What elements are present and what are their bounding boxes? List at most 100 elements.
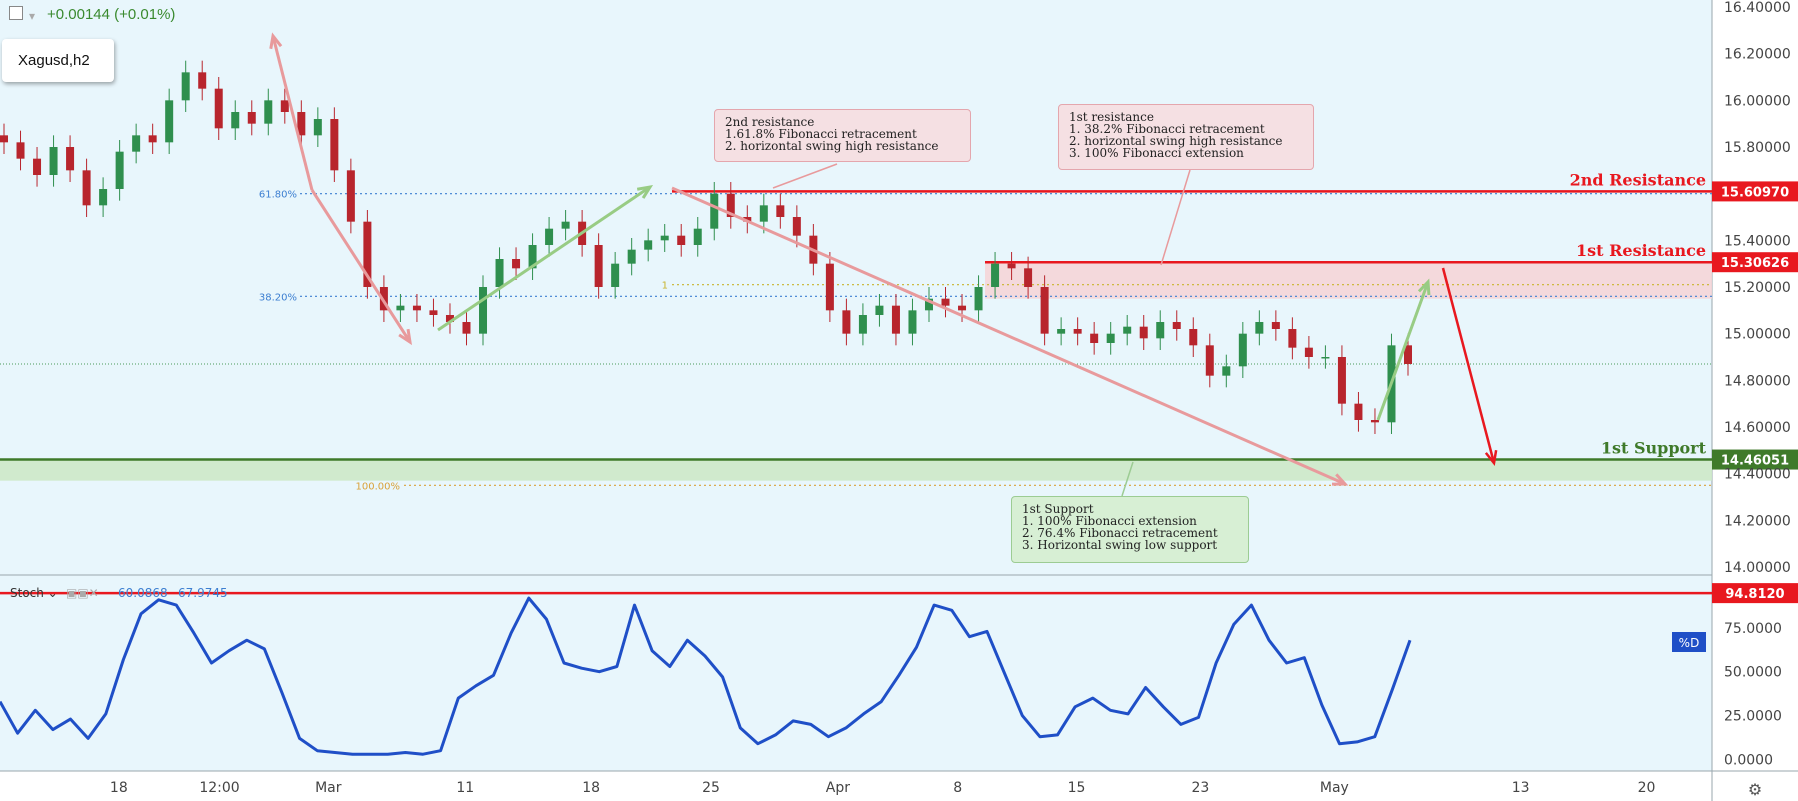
stoch-legend-badge [1672, 632, 1706, 652]
candle [1271, 322, 1280, 329]
candle [1172, 322, 1181, 329]
price-tick-label: 14.00000 [1724, 560, 1791, 576]
level-price-tag-text: 15.30626 [1721, 256, 1789, 271]
stoch-settings-icon: ▣▣✕ [66, 586, 99, 600]
candle [66, 147, 75, 171]
candle [313, 119, 322, 136]
time-tick-label: 23 [1192, 780, 1210, 796]
price-change-text: +0.00144 (+0.01%) [47, 6, 176, 23]
candle [495, 259, 504, 287]
price-tick-label: 15.80000 [1724, 140, 1791, 156]
candle [1238, 333, 1247, 367]
time-tick-label: 13 [1512, 780, 1530, 796]
candle [99, 189, 108, 206]
candle [181, 72, 190, 101]
stoch-level-tag [1712, 583, 1798, 604]
stoch-title: Stoch ⌄ [10, 586, 58, 600]
symbol-label-box[interactable]: Xagusd,h2 [2, 39, 114, 82]
candle [247, 112, 256, 124]
candle [644, 240, 653, 250]
note-1st-support: 1st Support 1. 100% Fibonacci extension … [1011, 496, 1249, 563]
candle [1404, 345, 1412, 364]
resistance-zone [985, 261, 1712, 299]
price-tick-label: 14.40000 [1724, 467, 1791, 483]
note-pointer-1st [1160, 169, 1191, 266]
price-tick-label: 16.40000 [1724, 0, 1791, 16]
level-price-tag [1712, 449, 1798, 470]
candle [379, 287, 388, 311]
candle [330, 119, 339, 171]
candle [858, 315, 867, 334]
candle [148, 135, 157, 143]
candle [1090, 333, 1099, 343]
candle [280, 100, 289, 112]
candle [1222, 366, 1231, 376]
stoch-readout-1: 60.0868 [118, 586, 168, 600]
candle [479, 287, 488, 334]
candle [1370, 420, 1379, 423]
note-1st-resistance: 1st resistance 1. 38.2% Fibonacci retrac… [1058, 104, 1314, 170]
candle [198, 72, 207, 89]
candle [512, 259, 521, 269]
candle [231, 112, 240, 129]
stoch-level-tag-text: 94.8120 [1725, 587, 1784, 602]
arrow-forecast [1441, 267, 1496, 464]
time-axis-panel [0, 771, 1798, 801]
stoch-tick-label: 0.0000 [1724, 752, 1773, 768]
dropdown-chevron-icon[interactable]: ▾ [29, 9, 36, 23]
candle [924, 298, 933, 311]
price-axis-panel [1712, 0, 1798, 801]
price-change-readout: ▾ +0.00144 (+0.01%) [9, 6, 175, 23]
candle [33, 158, 42, 175]
candle [346, 170, 355, 222]
candle [545, 228, 554, 245]
candle [214, 88, 223, 129]
candle [462, 322, 471, 334]
time-tick-label: 15 [1068, 780, 1086, 796]
collapse-icon[interactable] [9, 6, 23, 20]
stoch-tick-label: 25.0000 [1724, 709, 1782, 725]
arrow-forecast-head [1484, 449, 1498, 466]
candle [776, 205, 785, 217]
candle [264, 100, 273, 124]
settings-gear-icon: ⚙ [1748, 780, 1762, 799]
candle [891, 305, 900, 334]
candle [1337, 357, 1346, 404]
candle [165, 100, 174, 143]
candle [445, 315, 454, 322]
candle [1288, 329, 1297, 348]
arrow-up-3 [1376, 281, 1430, 421]
candle [1354, 403, 1363, 420]
price-tick-label: 15.20000 [1724, 280, 1791, 296]
candle [1106, 333, 1115, 343]
candle [363, 221, 372, 287]
time-tick-label: 20 [1638, 780, 1656, 796]
candle [991, 263, 1000, 287]
candle [16, 142, 25, 159]
stoch-readout-2: 67.9745 [178, 586, 228, 600]
level-name: 1st Resistance [1576, 241, 1706, 260]
note-pointer-2nd [772, 163, 838, 189]
time-tick-label: 18 [582, 780, 600, 796]
time-tick-label: 11 [456, 780, 474, 796]
candle [759, 205, 768, 222]
arrow-up-3-head [1417, 278, 1431, 296]
time-tick-label: Mar [315, 780, 342, 796]
candle [1024, 268, 1033, 287]
level-name: 1st Support [1601, 439, 1707, 458]
candle [660, 235, 669, 241]
price-tick-label: 14.80000 [1724, 373, 1791, 389]
candle [1156, 322, 1165, 339]
candle [1073, 329, 1082, 334]
arrow-down-2-head [1331, 473, 1349, 486]
candle [1321, 357, 1330, 359]
time-tick-label: Apr [826, 780, 850, 796]
level-price-tag-text: 15.60970 [1721, 185, 1789, 200]
candle [974, 287, 983, 311]
candle [677, 235, 686, 245]
arrow-down-1-head [398, 328, 412, 346]
candle [49, 147, 58, 175]
level-price-tag-text: 14.46051 [1721, 454, 1789, 469]
candle [1007, 263, 1016, 269]
candle [1040, 287, 1049, 334]
